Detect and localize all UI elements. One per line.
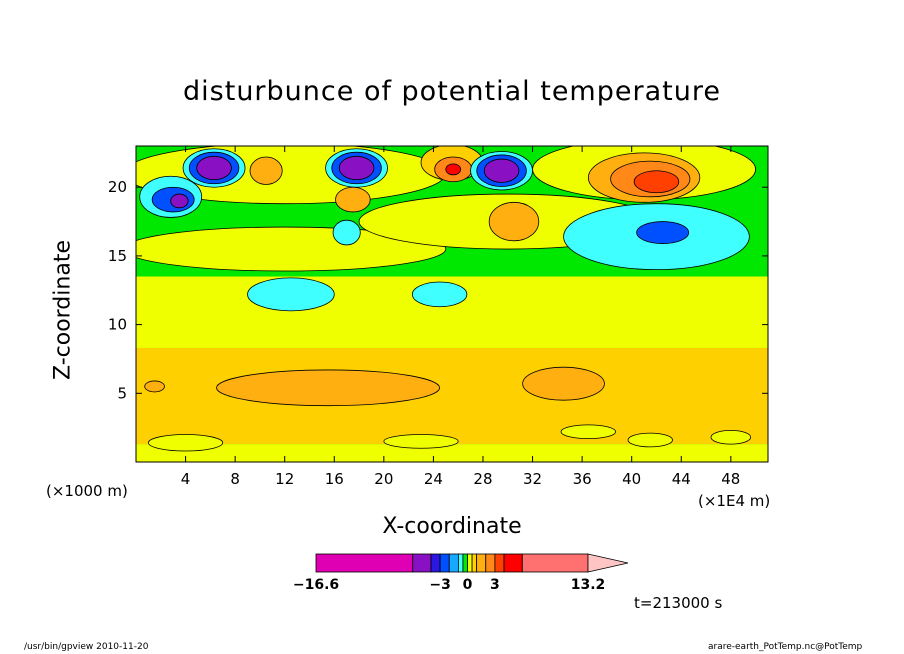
- contour-region-19: [332, 219, 361, 246]
- colorbar-bin-9: [476, 553, 487, 573]
- y-tick-label-5: 5: [117, 384, 127, 402]
- contour-region-16: [636, 221, 690, 244]
- time-label: t=213000 s: [634, 594, 723, 612]
- colorbar-bin-13: [521, 553, 589, 573]
- x-tick-label-44: 44: [672, 470, 691, 488]
- colorbar-bin-6: [462, 553, 468, 573]
- x-tick-label-20: 20: [374, 470, 393, 488]
- colorbar-extend-arrow: [587, 553, 629, 573]
- contour-region-13: [249, 156, 283, 185]
- colorbar-bin-5: [457, 553, 464, 573]
- colorbar-bin-0: [315, 553, 414, 573]
- contour-region-39: [147, 434, 224, 452]
- contour-region-8: [445, 163, 462, 176]
- colorbar-bin-8: [471, 553, 478, 573]
- colorbar-bin-12: [503, 553, 523, 573]
- colorbar-bin-1: [412, 553, 432, 573]
- contour-region-31: [170, 193, 189, 209]
- x-tick-label-32: 32: [523, 470, 542, 488]
- y-axis-label: Z-coordinate: [50, 240, 76, 380]
- y-tick-label-10: 10: [108, 316, 127, 334]
- x-tick-label-12: 12: [275, 470, 294, 488]
- x-tick-label-40: 40: [622, 470, 641, 488]
- x-unit-label: (×1000 m): [46, 482, 128, 500]
- plot-area: [136, 146, 768, 462]
- colorbar-bin-3: [439, 553, 450, 573]
- contour-region-12: [335, 186, 371, 213]
- x-tick-label-16: 16: [325, 470, 344, 488]
- footer-command: /usr/bin/gpview 2010-11-20: [24, 642, 149, 652]
- contour-region-37: [627, 432, 673, 448]
- contour-region-35: [144, 380, 165, 393]
- colorbar-bin-2: [430, 553, 441, 573]
- colorbar-bin-10: [485, 553, 496, 573]
- x-scale-label: (×1E4 m): [698, 492, 771, 510]
- x-tick-label-28: 28: [473, 470, 492, 488]
- contour-region-2: [136, 226, 447, 272]
- x-tick-label-36: 36: [573, 470, 592, 488]
- colorbar-bin-7: [467, 553, 473, 573]
- x-tick-label-48: 48: [721, 470, 740, 488]
- chart-title: disturbunce of potential temperature: [183, 76, 721, 107]
- contour-region-28: [483, 158, 520, 183]
- colorbar-label-1: −3: [429, 577, 450, 593]
- contour-region-40: [383, 434, 459, 449]
- colorbar-label-3: 3: [490, 577, 500, 593]
- contour-region-38: [710, 429, 752, 445]
- contour-region-36: [560, 424, 616, 440]
- contour-region-18: [411, 281, 468, 308]
- contour-region-14: [488, 201, 540, 242]
- colorbar-label-4: 13.2: [571, 577, 606, 593]
- colorbar-bin-4: [448, 553, 459, 573]
- contour-region-25: [338, 155, 375, 181]
- contour-region-33: [216, 369, 441, 407]
- colorbar-label-0: −16.6: [293, 577, 339, 593]
- contour-region-22: [196, 155, 232, 181]
- colorbar-label-2: 0: [463, 577, 473, 593]
- x-tick-label-4: 4: [181, 470, 191, 488]
- colorbar-bin-11: [494, 553, 505, 573]
- y-tick-label-20: 20: [108, 178, 127, 196]
- x-axis-label: X-coordinate: [382, 514, 522, 539]
- x-tick-label-24: 24: [424, 470, 443, 488]
- colorbar: −16.6 −3 0 3 13.2: [293, 553, 629, 593]
- x-tick-label-8: 8: [230, 470, 240, 488]
- contour-region-11: [633, 170, 680, 194]
- plot-frame: [135, 145, 769, 463]
- contour-region-1: [136, 444, 768, 462]
- contour-region-34: [522, 366, 605, 401]
- y-tick-label-15: 15: [108, 247, 127, 265]
- footer-file: arare-earth_PotTemp.nc@PotTemp: [708, 642, 863, 652]
- contour-region-17: [247, 277, 335, 312]
